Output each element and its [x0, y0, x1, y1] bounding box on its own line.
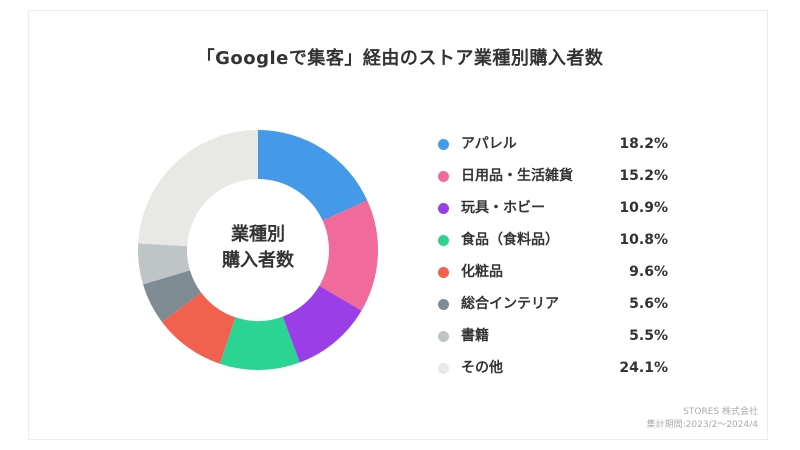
donut-slice-2	[319, 200, 378, 311]
legend-label: 玩具・ホビー	[461, 200, 545, 216]
legend-label: アパレル	[461, 136, 517, 152]
donut-center-label: 業種別 購入者数	[198, 222, 318, 274]
donut-slice-3	[282, 285, 362, 363]
legend-label: 日用品・生活雑貨	[461, 168, 573, 184]
legend-value: 10.9%	[619, 200, 668, 216]
donut-slice-5	[161, 292, 236, 364]
legend-value: 10.8%	[619, 232, 668, 248]
donut-slice-7	[138, 243, 190, 285]
legend-item-8: その他 24.1%	[438, 352, 668, 384]
legend-item-1: アパレル 18.2%	[438, 128, 668, 160]
legend-color-dot	[438, 139, 449, 150]
legend-color-dot	[438, 331, 449, 342]
legend-item-4: 食品（食料品） 10.8%	[438, 224, 668, 256]
legend-item-7: 書籍 5.5%	[438, 320, 668, 352]
legend-label: 化粧品	[461, 264, 503, 280]
legend-value: 18.2%	[619, 136, 668, 152]
center-label-line-1: 業種別	[231, 224, 285, 245]
legend-color-dot	[438, 203, 449, 214]
legend-label: その他	[461, 360, 503, 376]
legend-color-dot	[438, 363, 449, 374]
chart-footer: STORES 株式会社 集計期間:2023/2〜2024/4	[647, 406, 758, 432]
legend-item-6: 総合インテリア 5.6%	[438, 288, 668, 320]
legend-item-5: 化粧品 9.6%	[438, 256, 668, 288]
donut-slice-4	[219, 316, 300, 370]
legend-color-dot	[438, 171, 449, 182]
legend-label: 総合インテリア	[461, 296, 559, 312]
donut-slice-1	[258, 130, 368, 221]
legend-color-dot	[438, 299, 449, 310]
legend-value: 24.1%	[619, 360, 668, 376]
donut-slice-6	[143, 270, 202, 322]
legend-value: 9.6%	[629, 264, 668, 280]
footer-period: 集計期間:2023/2〜2024/4	[646, 420, 758, 430]
legend-value: 5.5%	[629, 328, 668, 344]
legend-item-2: 日用品・生活雑貨 15.2%	[438, 160, 668, 192]
legend-label: 食品（食料品）	[461, 232, 559, 248]
legend-value: 5.6%	[629, 296, 668, 312]
donut-chart	[138, 130, 378, 370]
donut-slice-8	[138, 130, 258, 247]
chart-legend: アパレル 18.2% 日用品・生活雑貨 15.2% 玩具・ホビー 10.9% 食品（食料品）…	[438, 128, 668, 384]
center-label-line-2: 購入者数	[222, 250, 294, 271]
legend-item-3: 玩具・ホビー 10.9%	[438, 192, 668, 224]
legend-color-dot	[438, 267, 449, 278]
legend-label: 書籍	[461, 328, 489, 344]
footer-source: STORES 株式会社	[683, 407, 758, 417]
chart-title: 「Googleで集客」経由のストア業種別購入者数	[196, 48, 604, 69]
legend-color-dot	[438, 235, 449, 246]
legend-value: 15.2%	[619, 168, 668, 184]
